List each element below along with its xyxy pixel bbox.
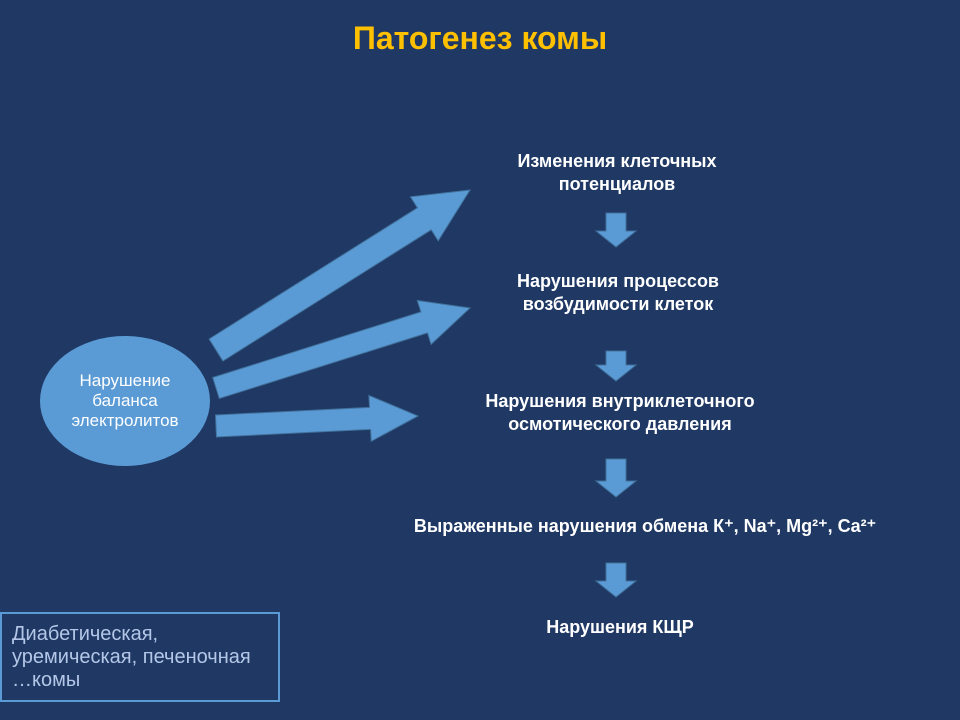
text-1: Изменения клеточных потенциалов <box>462 150 772 197</box>
footer-box: Диабетическая, уремическая, печеночная …… <box>0 612 280 702</box>
text-2: Нарушения процессов возбудимости клеток <box>488 270 748 317</box>
text-5: Нарушения КЩР <box>510 616 730 639</box>
text-3: Нарушения внутриклеточного осмотического… <box>425 390 815 437</box>
footer-box-label: Диабетическая, уремическая, печеночная …… <box>12 623 268 692</box>
text-4: Выраженные нарушения обмена К⁺, Na⁺, Mg²… <box>390 515 900 538</box>
slide: Патогенез комы Нарушение баланса электро… <box>0 0 960 720</box>
